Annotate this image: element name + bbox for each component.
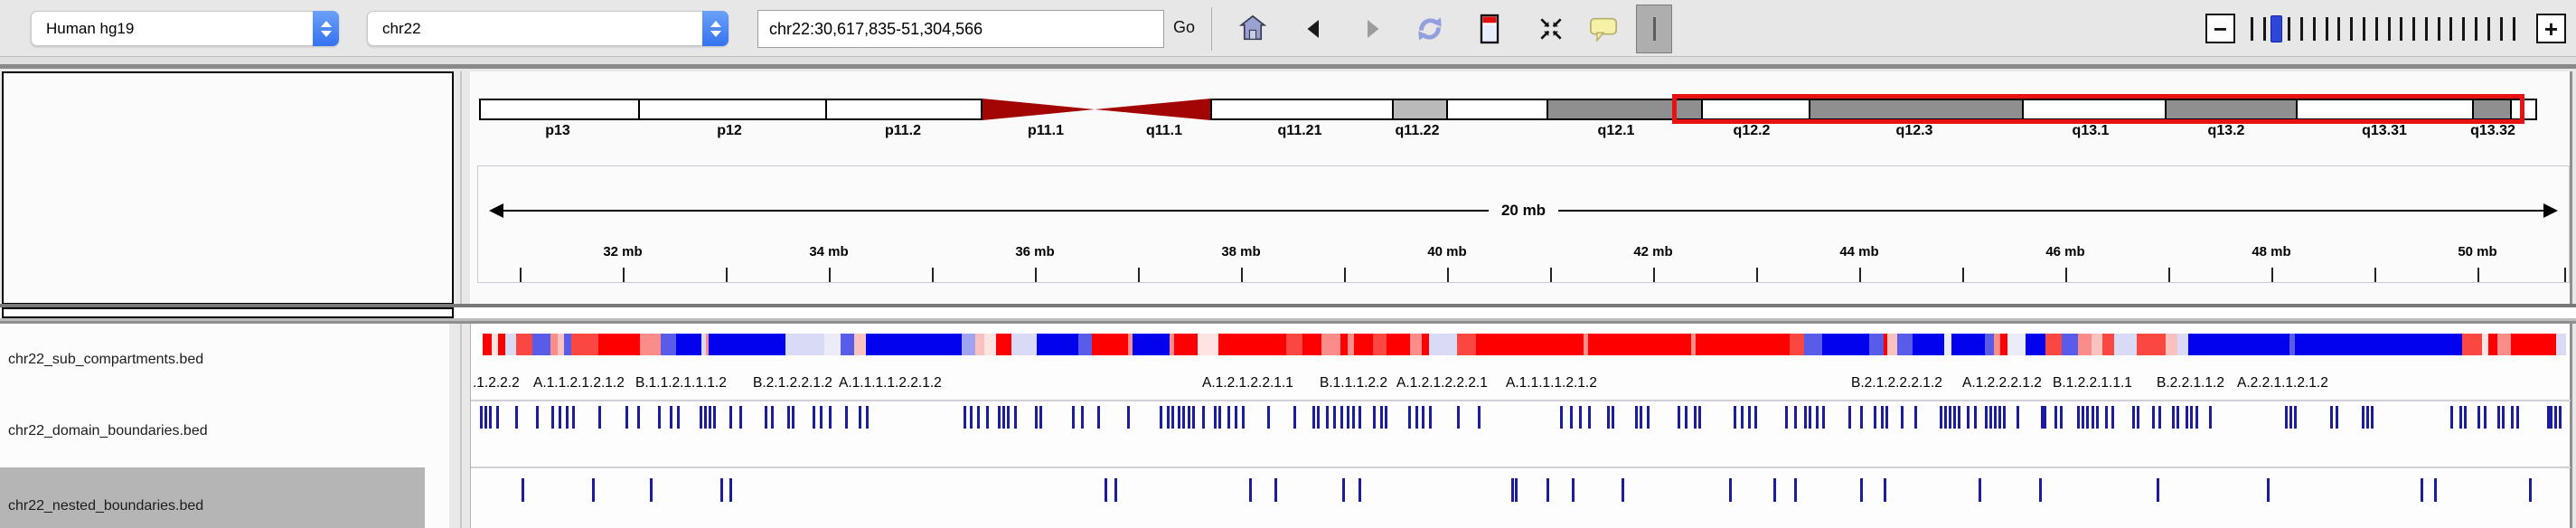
cytoband-labels: p13 p12 p11.2 p11.1 q11.1 q11.21 q11.22 q12.1 q1… [545,123,2515,138]
track-name-panel: chr22_sub_compartments.bed chr22_domain_… [0,324,449,528]
chromosome-ideogram[interactable] [479,94,2537,124]
home-icon [1237,14,1268,44]
attribute-panel [2,71,454,305]
select-stepper-icon [702,11,729,46]
track-data-panel[interactable]: .1.2.2.2 A.1.1.2.1.2.1.2 B.1.1.2.1.1.1.2 B.… [470,324,2572,528]
forward-icon [1359,15,1386,42]
track-name-nested-boundaries[interactable]: chr22_nested_boundaries.bed [8,498,204,514]
go-button[interactable]: Go [1173,18,1196,36]
define-region-icon [1475,13,1504,45]
genome-select[interactable]: Human hg19 [31,11,339,46]
locus-input[interactable] [757,10,1164,48]
chromosome-select-value: chr22 [382,19,421,37]
genome-select-value: Human hg19 [46,19,135,37]
refresh-button[interactable] [1410,9,1450,49]
chromosome-select[interactable]: chr22 [367,11,729,46]
refresh-icon [1413,12,1447,46]
zoom-out-button[interactable]: − [2205,14,2235,43]
cursor-tool-icon [1652,17,1656,41]
zoom-slider-thumb[interactable] [2270,15,2282,42]
fit-to-window-button[interactable] [1531,9,1571,49]
selected-track-highlight [0,467,425,528]
toolbar-separator-line [0,64,2576,69]
forward-button[interactable] [1352,9,1392,49]
ruler-panel[interactable]: 20 mb 32 mb 34 mb 36 mb 38 mb 40 mb 42 mb 44 m… [477,165,2570,283]
zoom-in-button[interactable]: + [2536,14,2566,43]
track-name-domain-boundaries[interactable]: chr22_domain_boundaries.bed [8,423,208,438]
toolbar-separator [1211,7,1212,51]
splitter [0,321,2576,324]
sub-compartments-track[interactable] [471,334,2566,355]
tooltip-icon [1587,14,1620,44]
track-divider [471,400,2571,401]
span-label: 20 mb [1500,202,1547,219]
ruler-ticks [478,268,2571,283]
nested-boundaries-track[interactable] [471,478,2571,502]
span-arrow: 20 mb [489,202,2559,219]
zoom-slider[interactable] [2251,15,2522,42]
region-in-view-box [1672,94,2524,124]
toolbar: Human hg19 chr22 Go [0,0,2576,57]
splitter[interactable] [0,304,2576,307]
home-button[interactable] [1233,9,1273,49]
domain-boundaries-track[interactable] [471,406,2571,429]
back-button[interactable] [1294,9,1334,49]
ruler-tick-labels: 32 mb 34 mb 36 mb 38 mb 40 mb 42 mb 44 mb 46 mb… [603,244,2497,259]
back-icon [1301,15,1328,42]
toolbar-separator-band [0,57,2576,64]
sub-compartment-labels: .1.2.2.2 A.1.1.2.1.2.1.2 B.1.1.2.1.1.1.2 B.… [473,375,2328,391]
splitter [0,318,2576,321]
cursor-tool-button[interactable] [1636,5,1672,53]
ideogram-p-arm [479,99,982,120]
splitter [0,307,2576,318]
track-name-sub-compartments[interactable]: chr22_sub_compartments.bed [8,352,204,367]
panel-divider[interactable] [460,324,462,528]
chromosome-header-panel: p13 p12 p11.2 p11.1 q11.1 q11.21 q11.22 q12.1 q1… [470,71,2572,304]
define-region-button[interactable] [1470,9,1509,49]
arrowhead-left-icon [489,203,503,218]
panel-divider[interactable] [460,71,462,305]
collapsed-panel-strip [2,307,454,318]
track-divider [471,467,2571,468]
tooltip-behavior-button[interactable] [1584,9,1623,49]
arrowhead-right-icon [2543,203,2559,218]
select-stepper-icon [313,11,339,46]
fit-to-window-icon [1537,14,1565,43]
